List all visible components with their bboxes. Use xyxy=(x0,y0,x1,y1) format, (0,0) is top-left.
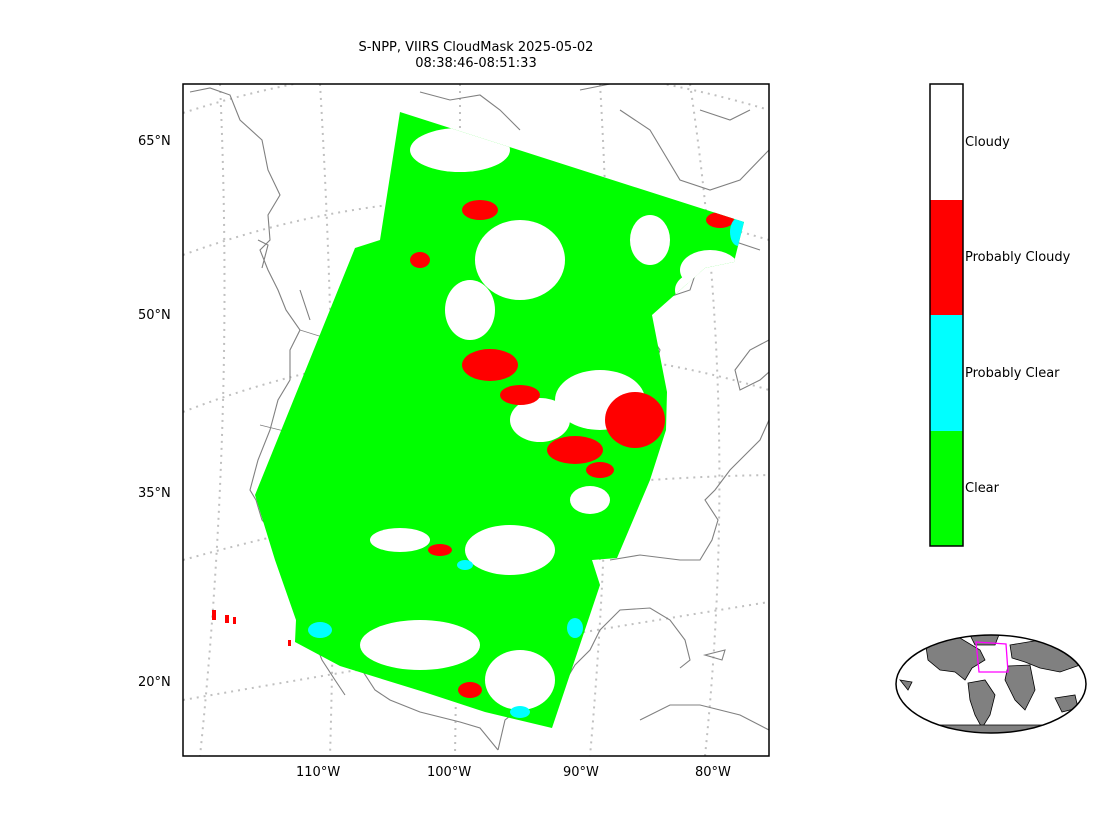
main-map xyxy=(183,84,769,756)
title-line-2: 08:38:46-08:51:33 xyxy=(415,56,537,71)
inset-globe-outline xyxy=(895,634,1087,734)
legend-label-probably-cloudy: Probably Cloudy xyxy=(965,250,1071,265)
legend-swatch-probably-cloudy xyxy=(930,200,963,315)
map-title: S-NPP, VIIRS CloudMask 2025-05-02 08:38:… xyxy=(183,40,769,72)
legend-swatch-clear xyxy=(930,431,963,546)
legend-label-clear: Clear xyxy=(965,481,1000,496)
lon-label-110w: 110°W xyxy=(296,765,340,780)
lon-labels: 110°W 100°W 90°W 80°W xyxy=(296,765,731,780)
legend-swatch-cloudy xyxy=(930,84,963,200)
title-line-1: S-NPP, VIIRS CloudMask 2025-05-02 xyxy=(358,40,594,55)
lon-label-90w: 90°W xyxy=(563,765,599,780)
legend-label-cloudy: Cloudy xyxy=(965,135,1010,150)
inset-region-box xyxy=(975,641,1009,673)
lat-label-65: 65°N xyxy=(138,134,171,149)
lon-label-100w: 100°W xyxy=(427,765,471,780)
swath-edge-pixels xyxy=(212,610,291,646)
lat-labels: 65°N 50°N 35°N 20°N xyxy=(138,134,171,690)
lat-label-50: 50°N xyxy=(138,308,171,323)
coastlines xyxy=(189,84,769,751)
lon-label-80w: 80°W xyxy=(695,765,731,780)
legend-frame xyxy=(929,83,964,547)
legend-colorbar: Cloudy Probably Cloudy Probably Clear Cl… xyxy=(929,83,1071,547)
lat-label-35: 35°N xyxy=(138,486,171,501)
map-frame xyxy=(182,83,770,757)
inset-globe xyxy=(895,634,1087,734)
legend-swatch-probably-clear xyxy=(930,315,963,431)
lat-label-20: 20°N xyxy=(138,675,171,690)
legend-label-probably-clear: Probably Clear xyxy=(965,366,1060,381)
